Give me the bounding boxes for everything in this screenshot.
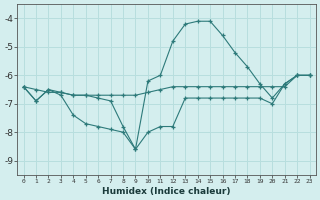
X-axis label: Humidex (Indice chaleur): Humidex (Indice chaleur)	[102, 187, 231, 196]
